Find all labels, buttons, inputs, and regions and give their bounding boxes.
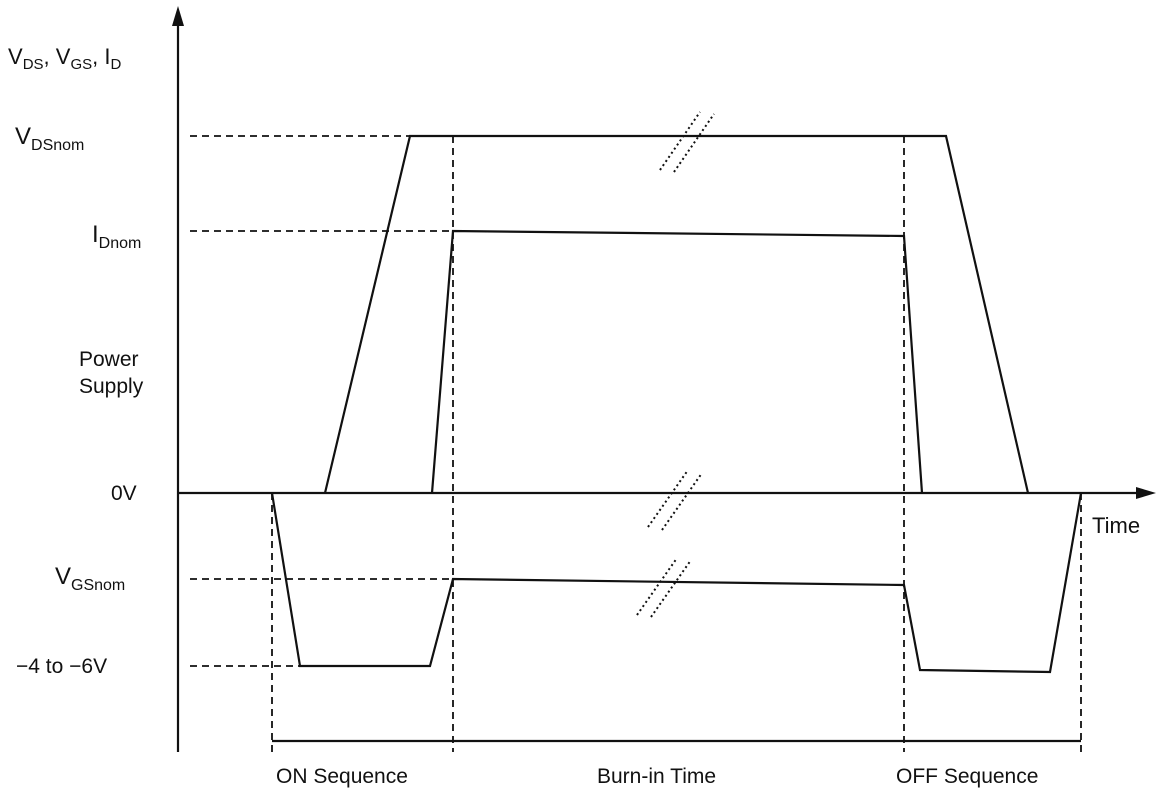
time-break-mark-vds xyxy=(660,112,714,172)
vds-waveform xyxy=(325,136,1028,493)
vds-nom-label: VDSnom xyxy=(15,123,84,154)
on-sequence-label: ON Sequence xyxy=(276,765,408,788)
burn-in-time-label: Burn-in Time xyxy=(597,765,716,788)
time-break-mark-zero xyxy=(648,470,702,530)
zero-volt-label: 0V xyxy=(111,482,137,505)
off-sequence-label: OFF Sequence xyxy=(896,765,1038,788)
vgs-nom-label: VGSnom xyxy=(55,563,125,594)
id-nom-label: IDnom xyxy=(92,221,141,252)
time-break-mark-vgs xyxy=(637,558,691,617)
power-supply-label-line2: Supply xyxy=(79,375,144,398)
y-axis-arrowhead xyxy=(172,6,184,26)
power-supply-label-line1: Power xyxy=(79,348,139,371)
y-axis-label: VDS, VGS, ID xyxy=(8,44,121,73)
x-axis-arrowhead xyxy=(1136,487,1156,499)
vgs-waveform xyxy=(272,493,1081,672)
negative-gate-label: −4 to −6V xyxy=(16,655,107,678)
x-axis-label: Time xyxy=(1092,513,1140,538)
id-waveform xyxy=(432,231,922,493)
